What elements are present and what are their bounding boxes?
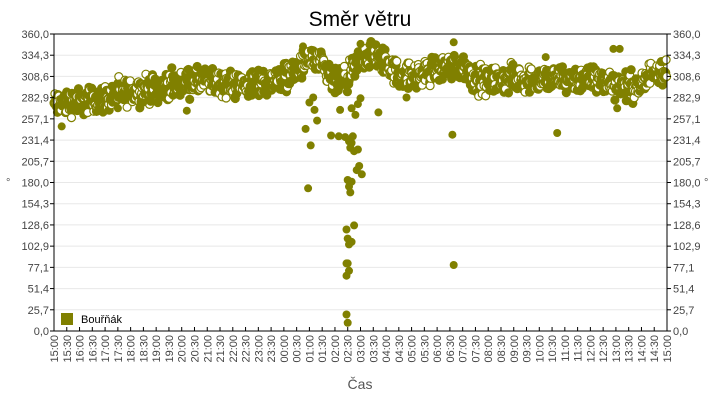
y-tick-label: 205,7: [673, 156, 701, 168]
x-tick-label: 05:30: [419, 335, 431, 363]
x-axis-title: Čas: [348, 376, 373, 392]
y-tick-label: 360,0: [21, 29, 49, 41]
x-tick-label: 23:30: [266, 335, 278, 363]
x-tick-label: 10:00: [534, 335, 546, 363]
x-tick-label: 13:30: [624, 335, 636, 363]
x-tick-label: 17:00: [100, 335, 112, 363]
x-tick-label: 09:00: [509, 335, 521, 363]
x-tick-label: 15:30: [62, 335, 74, 363]
x-tick-label: 14:30: [649, 335, 661, 363]
x-tick-label: 10:30: [547, 335, 559, 363]
x-tick-label: 12:30: [598, 335, 610, 363]
y-tick-label: 51,4: [28, 284, 49, 296]
y-tick-label: 77,1: [28, 262, 49, 274]
y-tick-label: 205,7: [21, 156, 49, 168]
scatter-points: [49, 36, 672, 327]
x-tick-label: 12:00: [585, 335, 597, 363]
x-tick-label: 22:00: [228, 335, 240, 363]
y-tick-label: 231,4: [673, 135, 701, 147]
y-tick-label: 360,0: [673, 29, 701, 41]
y-tick-label: 180,0: [673, 178, 701, 190]
y-tick-label: 308,6: [673, 71, 701, 83]
x-tick-label: 22:30: [241, 335, 253, 363]
x-tick-label: 15:00: [49, 335, 61, 363]
x-tick-label: 02:30: [343, 335, 355, 363]
x-tick-label: 01:30: [317, 335, 329, 363]
x-tick-label: 19:00: [151, 335, 163, 363]
y-tick-label: 102,9: [673, 241, 701, 253]
y-tick-label: 0,0: [673, 326, 688, 338]
x-tick-label: 15:00: [662, 335, 674, 363]
x-tick-label: 11:00: [560, 335, 572, 362]
x-tick-label: 11:30: [573, 335, 585, 362]
x-tick-label: 03:30: [368, 335, 380, 363]
y-tick-label: 128,6: [21, 220, 49, 232]
chart-title: Směr větru: [309, 8, 412, 31]
x-axis: 15:00 15:30 16:00 16:30 17:00 17:30 18:00 18:30…: [49, 327, 674, 363]
y-tick-label: 334,3: [673, 50, 701, 62]
x-tick-label: 07:00: [458, 335, 470, 363]
y-tick-label: 25,7: [673, 305, 694, 317]
legend-label: Bouřňák: [81, 314, 122, 326]
x-tick-label: 00:30: [292, 335, 304, 363]
x-tick-label: 00:00: [279, 335, 291, 363]
x-tick-label: 21:30: [215, 335, 227, 363]
y-axis-left-title: °: [6, 177, 10, 189]
x-tick-label: 02:00: [330, 335, 342, 363]
y-tick-label: 154,3: [21, 199, 49, 211]
x-tick-label: 03:00: [356, 335, 368, 363]
y-axis-right: 0,0 25,7 51,4 77,1 102,9 128,6 154,3 180,0 205,7…: [667, 29, 701, 338]
x-tick-label: 18:00: [126, 335, 138, 363]
y-tick-label: 51,4: [673, 284, 694, 296]
x-tick-label: 04:00: [381, 335, 393, 363]
x-tick-label: 01:00: [304, 335, 316, 363]
legend-swatch: [61, 313, 73, 325]
y-tick-label: 257,1: [673, 114, 701, 126]
x-tick-label: 20:30: [189, 335, 201, 363]
x-tick-label: 21:00: [202, 335, 214, 363]
y-tick-label: 25,7: [28, 305, 49, 317]
x-tick-label: 08:30: [496, 335, 508, 363]
x-tick-label: 04:30: [394, 335, 406, 363]
x-tick-label: 17:30: [113, 335, 125, 363]
x-tick-label: 16:30: [87, 335, 99, 363]
legend: Bouřňák: [61, 313, 122, 326]
y-tick-label: 180,0: [21, 178, 49, 190]
x-tick-label: 16:00: [75, 335, 87, 363]
y-tick-label: 128,6: [673, 220, 701, 232]
x-tick-label: 09:30: [522, 335, 534, 363]
x-tick-label: 07:30: [470, 335, 482, 363]
y-tick-label: 257,1: [21, 114, 49, 126]
y-tick-label: 0,0: [34, 326, 49, 338]
y-tick-label: 102,9: [21, 241, 49, 253]
y-tick-label: 308,6: [21, 71, 49, 83]
x-tick-label: 13:00: [611, 335, 623, 363]
y-tick-label: 334,3: [21, 50, 49, 62]
x-tick-label: 23:00: [253, 335, 265, 363]
y-axis-right-title: °: [704, 177, 708, 189]
x-tick-label: 19:30: [164, 335, 176, 363]
x-tick-label: 14:00: [636, 335, 648, 363]
y-tick-label: 154,3: [673, 199, 701, 211]
x-tick-label: 20:00: [177, 335, 189, 363]
y-tick-label: 77,1: [673, 262, 694, 274]
x-tick-label: 08:00: [483, 335, 495, 363]
y-tick-label: 282,9: [673, 93, 701, 105]
y-tick-label: 282,9: [21, 93, 49, 105]
x-tick-label: 05:00: [407, 335, 419, 363]
y-tick-label: 231,4: [21, 135, 49, 147]
y-axis-left: 0,0 25,7 51,4 77,1 102,9 128,6 154,3 180,0 205,7…: [21, 29, 54, 338]
x-tick-label: 06:00: [432, 335, 444, 363]
x-tick-label: 18:30: [138, 335, 150, 363]
x-tick-label: 06:30: [445, 335, 457, 363]
